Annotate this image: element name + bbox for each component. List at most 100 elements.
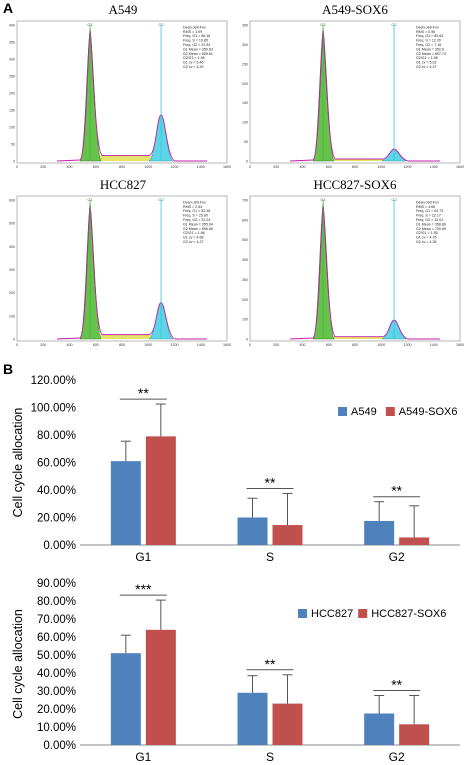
y-tick-label: 600	[242, 218, 248, 222]
stats-box	[415, 24, 457, 70]
g2-peak-label: G2	[158, 22, 164, 27]
legend-swatch	[338, 407, 347, 416]
stats-line: Freq. G1 = 56.16	[183, 34, 210, 38]
stats-line: G1 cv = 5.02	[416, 61, 436, 65]
y-axis-label: Cell cycle allocation	[11, 408, 25, 518]
y-tick-label: 40.00%	[37, 668, 76, 680]
legend-label: A549-SOX6	[399, 406, 458, 418]
stats-line: G1 Mean = 358.86	[416, 222, 446, 226]
s-phase-area	[328, 159, 387, 161]
y-tick-label: 70.00%	[37, 614, 76, 626]
x-tick-label: 600	[93, 343, 99, 347]
x-tick-label: 1600	[223, 343, 231, 347]
y-tick-label: 700	[242, 199, 248, 203]
x-tick-label: 1400	[197, 165, 205, 169]
x-tick-label: 1400	[430, 165, 438, 169]
stats-line: Freq. G2 = 7.16	[416, 43, 441, 47]
bar	[364, 713, 395, 745]
s-phase-area	[328, 336, 387, 339]
y-tick-label: 60.00%	[37, 458, 76, 470]
g2-peak-label: G2	[391, 197, 397, 202]
histogram-title: HCC827-SOX6	[313, 177, 397, 192]
legend-swatch	[385, 407, 395, 416]
x-tick-label: 1400	[430, 343, 438, 347]
y-tick-label: 300	[9, 268, 15, 272]
y-tick-label: 500	[9, 222, 15, 226]
stats-line: G2 Mean = 695.61	[183, 52, 213, 56]
x-tick-label: 1600	[223, 165, 231, 169]
category-label: G2	[389, 550, 405, 564]
g1-peak-label: G1	[320, 197, 326, 202]
stats-line: Dean-Jett-Fox	[416, 200, 439, 204]
significance-marker: **	[138, 385, 149, 401]
bar	[272, 703, 303, 745]
y-tick-label: 500	[242, 238, 248, 242]
stats-line: G2 cv = 4.37	[416, 65, 436, 69]
x-tick-label: 400	[67, 343, 73, 347]
y-tick-label: 0.00%	[43, 540, 76, 552]
y-tick-label: 400	[9, 24, 15, 28]
y-tick-label: 0	[246, 338, 248, 342]
stats-line: G2 cv = 4.27	[183, 240, 203, 244]
x-tick-label: 400	[300, 165, 306, 169]
panel-label-a: A	[3, 0, 14, 16]
x-tick-label: 1200	[171, 165, 179, 169]
fitted-curve	[56, 203, 207, 340]
s-phase-area	[95, 155, 154, 161]
stats-line: Dean-Jett-Fox	[416, 25, 439, 29]
y-tick-label: 300	[9, 58, 15, 62]
significance-marker: **	[265, 474, 276, 490]
bar	[237, 517, 268, 545]
x-tick-label: 800	[352, 165, 358, 169]
stats-line: Freq. S = 19.85	[183, 39, 208, 43]
stats-line: G2 cv = 4.39	[183, 65, 203, 69]
x-tick-label: 1000	[144, 343, 152, 347]
x-tick-label: 600	[326, 343, 332, 347]
x-tick-label: 800	[119, 165, 125, 169]
stats-box	[415, 199, 457, 245]
histogram-title: A549	[109, 2, 138, 17]
y-tick-label: 400	[9, 245, 15, 249]
x-tick-label: 800	[352, 343, 358, 347]
x-tick-label: 1000	[377, 165, 385, 169]
bar	[272, 525, 303, 545]
g2-peak-label: G2	[158, 197, 164, 202]
category-label: S	[266, 550, 274, 564]
s-phase-area	[95, 334, 154, 339]
x-tick-label: 600	[326, 165, 332, 169]
y-tick-label: 600	[9, 199, 15, 203]
y-tick-label: 400	[242, 258, 248, 262]
y-tick-label: 250	[242, 62, 248, 66]
y-tick-label: 80.00%	[37, 430, 76, 442]
stats-line: RMS = 0.96	[416, 30, 435, 34]
y-tick-label: 100	[9, 314, 15, 318]
category-label: G1	[135, 550, 151, 564]
bar	[237, 692, 268, 745]
stats-line: Freq. G1 = 80.64	[416, 34, 443, 38]
y-tick-label: 100	[242, 121, 248, 125]
y-tick-label: 200	[9, 291, 15, 295]
stats-line: G2/G1 = 1.98	[183, 56, 205, 60]
fitted-curve	[289, 203, 440, 340]
y-tick-label: 200	[242, 298, 248, 302]
stats-line: Freq. S = 12.20	[416, 39, 441, 43]
x-tick-label: 200	[40, 165, 46, 169]
x-tick-label: 0	[16, 165, 18, 169]
y-tick-label: 100	[9, 126, 15, 130]
bar-chart-hcc827: 0.00% 10.00% 20.00% 30.00% 40.00% 50.00% 60.00…	[11, 578, 460, 764]
x-tick-label: 400	[300, 343, 306, 347]
y-tick-label: 50	[244, 140, 248, 144]
y-tick-label: 300	[242, 278, 248, 282]
stats-line: RMS = 2.64	[183, 205, 202, 209]
stats-line: RMS = 4.66	[416, 205, 435, 209]
y-tick-label: 80.00%	[37, 596, 76, 608]
y-tick-label: 200	[242, 82, 248, 86]
stats-line: Freq. G1 = 64.73	[416, 209, 443, 213]
bar	[399, 724, 430, 745]
g1-peak-label: G1	[320, 22, 326, 27]
x-tick-label: 1200	[171, 343, 179, 347]
x-tick-label: 1200	[404, 343, 412, 347]
stats-line: G2 Mean = 696.65	[183, 227, 213, 231]
